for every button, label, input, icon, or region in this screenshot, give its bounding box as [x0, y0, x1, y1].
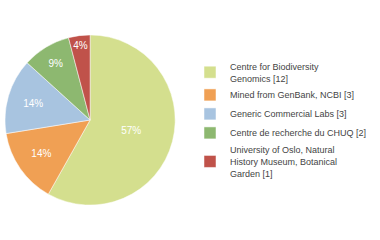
- svg-text:4%: 4%: [73, 40, 88, 51]
- svg-text:Generic Commercial Labs [3]: Generic Commercial Labs [3]: [230, 109, 347, 119]
- svg-text:Mined from GenBank, NCBI [3]: Mined from GenBank, NCBI [3]: [230, 90, 354, 100]
- svg-text:14%: 14%: [31, 148, 51, 159]
- svg-text:Centre for BiodiversityGenomic: Centre for BiodiversityGenomics [12]: [230, 62, 319, 84]
- svg-text:University of Oslo, NaturalHis: University of Oslo, NaturalHistory Museu…: [230, 145, 337, 178]
- svg-text:14%: 14%: [23, 98, 43, 109]
- svg-text:Centre de recherche du CHUQ [2: Centre de recherche du CHUQ [2]: [230, 128, 366, 138]
- svg-text:57%: 57%: [121, 125, 141, 136]
- svg-text:9%: 9%: [48, 58, 63, 69]
